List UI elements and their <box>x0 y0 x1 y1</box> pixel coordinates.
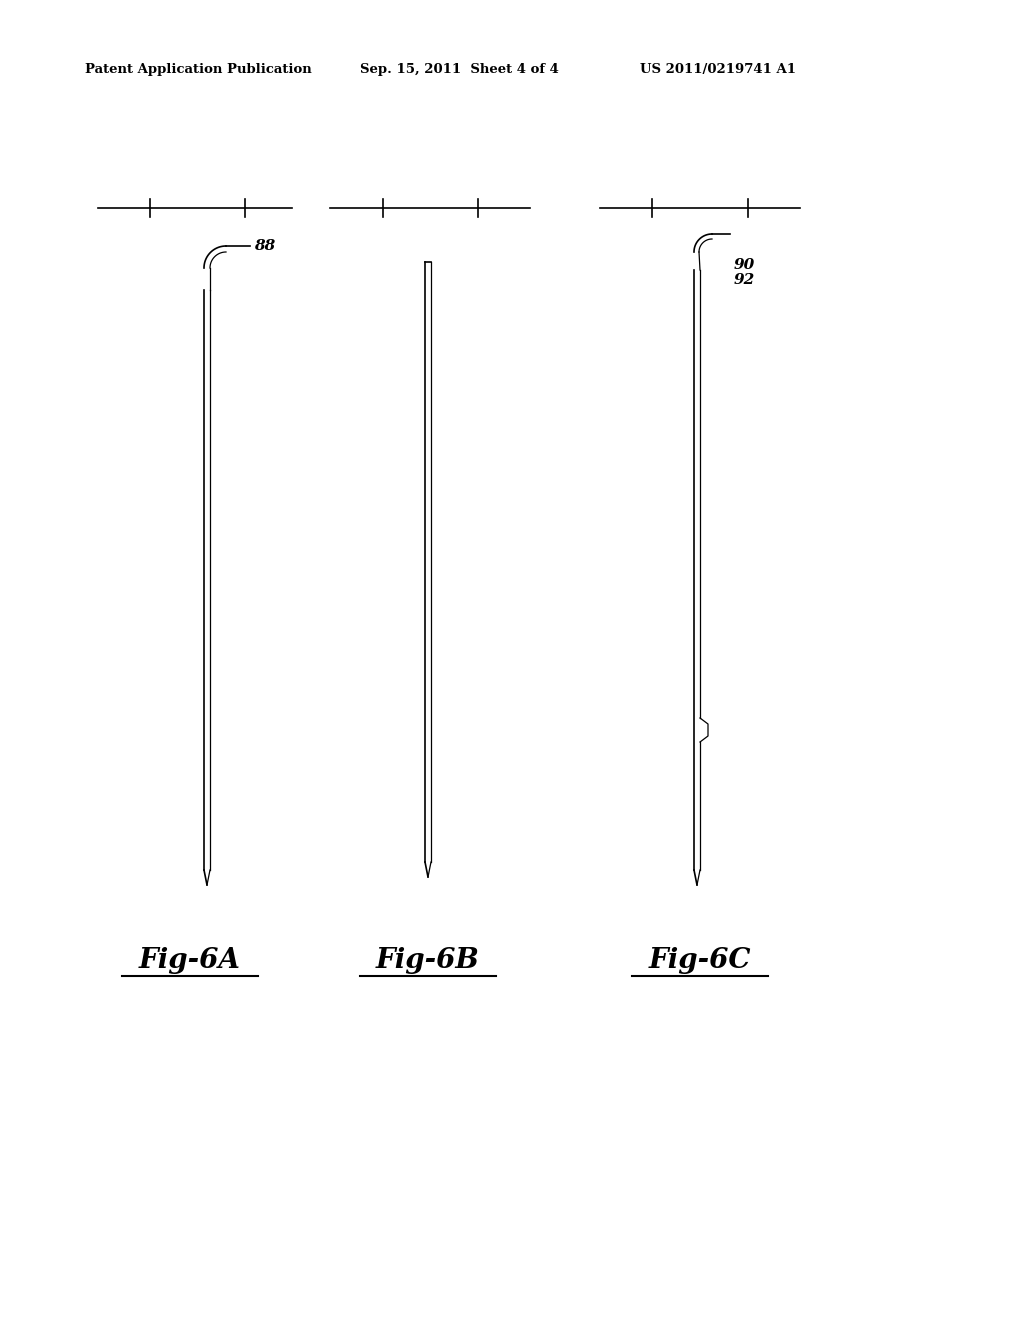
Text: Fig-6A: Fig-6A <box>139 946 241 974</box>
Text: Patent Application Publication: Patent Application Publication <box>85 63 311 77</box>
Text: 92: 92 <box>734 273 756 286</box>
Text: US 2011/0219741 A1: US 2011/0219741 A1 <box>640 63 796 77</box>
Text: Fig-6C: Fig-6C <box>649 946 752 974</box>
Text: 88: 88 <box>254 239 275 253</box>
Text: Fig-6B: Fig-6B <box>376 946 480 974</box>
Text: Sep. 15, 2011  Sheet 4 of 4: Sep. 15, 2011 Sheet 4 of 4 <box>360 63 559 77</box>
Text: 90: 90 <box>734 257 756 272</box>
